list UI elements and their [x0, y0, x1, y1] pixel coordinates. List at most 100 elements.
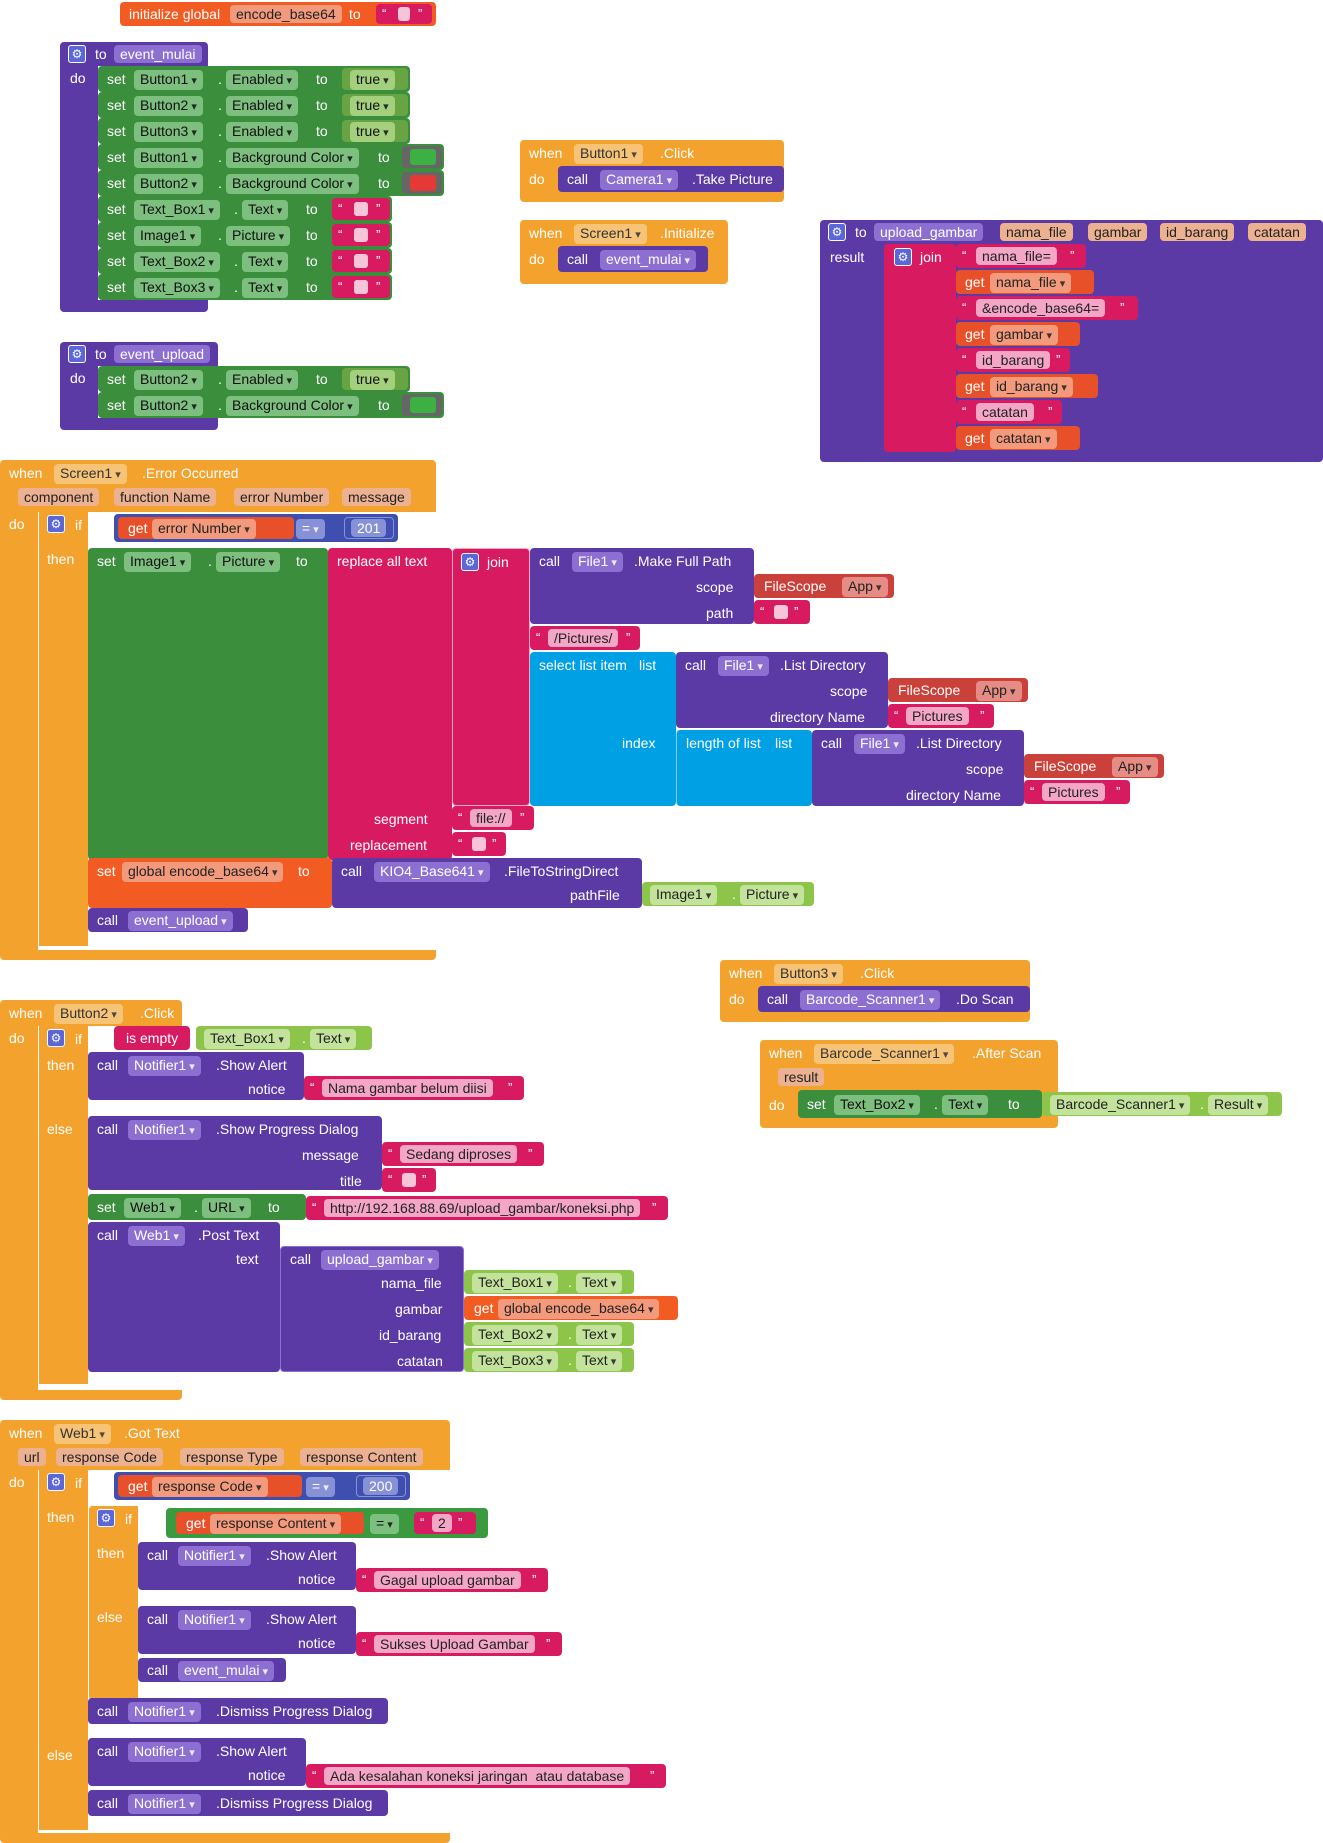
text-field[interactable]: Sukses Upload Gambar [374, 1635, 535, 1653]
component-dropdown[interactable]: Notifier1 [128, 1056, 201, 1076]
call-event-upload[interactable]: call event_upload [88, 908, 248, 932]
event-button2-click[interactable]: when Button2 .Click [0, 1000, 182, 1026]
property-dropdown[interactable]: Text [242, 278, 289, 298]
procedure-name[interactable]: event_upload [114, 345, 211, 363]
true-block[interactable]: true [342, 120, 408, 142]
empty-text-field[interactable] [398, 7, 410, 21]
param-message[interactable]: message [342, 488, 411, 506]
true-block[interactable]: true [342, 68, 408, 90]
filescope-block[interactable]: FileScope App [1024, 754, 1164, 778]
empty-text-block[interactable]: “ ” [332, 224, 390, 246]
property-dropdown[interactable]: Text [242, 200, 289, 220]
component-dropdown[interactable]: Image1 [650, 885, 718, 905]
component-dropdown[interactable]: Web1 [128, 1226, 185, 1246]
text-field[interactable]: Ada kesalahan koneksi jaringan atau data… [324, 1767, 631, 1785]
compare-block[interactable]: get error Number = 201 [114, 514, 398, 542]
true-dropdown[interactable]: true [350, 370, 395, 390]
filescope-dropdown[interactable]: App [976, 681, 1022, 701]
get-gambar[interactable]: get gambar [956, 322, 1080, 346]
call-web1-post-text[interactable]: call Web1 .Post Text text [88, 1222, 280, 1372]
if-block[interactable]: ⚙ if then [38, 512, 88, 946]
empty-text-field[interactable] [354, 254, 368, 268]
call-notifier-show-progress[interactable]: call Notifier1 .Show Progress Dialog mes… [88, 1116, 382, 1190]
component-dropdown[interactable]: Notifier1 [128, 1742, 201, 1762]
text-sedang-diproses[interactable]: “ Sedang diproses ” [382, 1142, 544, 1166]
property-dropdown[interactable]: Text [942, 1095, 989, 1115]
true-dropdown[interactable]: true [350, 96, 395, 116]
component-dropdown[interactable]: Button2 [134, 174, 203, 194]
operator-dropdown[interactable]: = [370, 1514, 399, 1534]
call-event-mulai[interactable]: call event_mulai [138, 1658, 286, 1682]
text-ada-kesalahan[interactable]: “ Ada kesalahan koneksi jaringan atau da… [306, 1764, 666, 1788]
call-notifier-show-alert[interactable]: call Notifier1 .Show Alert notice [138, 1606, 356, 1654]
empty-text-field[interactable] [354, 228, 368, 242]
call-notifier-show-alert[interactable]: call Notifier1 .Show Alert notice [88, 1738, 306, 1786]
variable-dropdown[interactable]: error Number [152, 519, 256, 539]
global-var-name[interactable]: encode_base64 [230, 5, 342, 23]
get-textbox1-text[interactable]: Text_Box1 . Text [464, 1270, 634, 1294]
get-textbox1-text[interactable]: Text_Box1 . Text [196, 1026, 372, 1050]
call-camera-take-picture[interactable]: call Camera1 .Take Picture [558, 166, 784, 192]
component-dropdown[interactable]: Notifier1 [178, 1546, 251, 1566]
call-notifier-dismiss-progress[interactable]: call Notifier1 .Dismiss Progress Dialog [88, 1790, 388, 1816]
variable-dropdown[interactable]: id_barang [990, 377, 1073, 397]
set-button2-enabled[interactable]: set Button2 . Enabled to true [98, 92, 410, 118]
param-response-type[interactable]: response Type [180, 1448, 284, 1466]
gear-icon[interactable]: ⚙ [68, 345, 86, 363]
empty-text-block[interactable]: “ ” [382, 1168, 436, 1192]
if-else-block[interactable]: ⚙ if then else [38, 1026, 88, 1384]
text-field[interactable]: &encode_base64= [976, 299, 1106, 317]
component-dropdown[interactable]: Image1 [134, 226, 202, 246]
set-button2-bgcolor[interactable]: set Button2 . Background Color to [98, 392, 444, 418]
get-id-barang[interactable]: get id_barang [956, 374, 1098, 398]
component-dropdown[interactable]: Text_Box1 [472, 1273, 558, 1293]
component-dropdown[interactable]: Barcode_Scanner1 [1050, 1095, 1191, 1115]
text-file-prefix[interactable]: “ file:// ” [452, 806, 534, 830]
set-button3-enabled[interactable]: set Button3 . Enabled to true [98, 118, 410, 144]
component-dropdown[interactable]: Text_Box2 [834, 1095, 920, 1115]
text-nama-file-eq[interactable]: “ nama_file= ” [956, 244, 1086, 268]
property-dropdown[interactable]: Enabled [226, 70, 298, 90]
property-dropdown[interactable]: Enabled [226, 122, 298, 142]
param-url[interactable]: url [18, 1448, 46, 1466]
gear-icon[interactable]: ⚙ [47, 515, 65, 533]
empty-text-field[interactable] [774, 605, 788, 619]
text-field[interactable]: 2 [432, 1514, 452, 1532]
variable-dropdown[interactable]: response Code [152, 1477, 268, 1497]
component-dropdown[interactable]: Button2 [134, 370, 203, 390]
call-file1-list-directory[interactable]: call File1 .List Directory scope directo… [676, 652, 888, 728]
text-field[interactable]: /Pictures/ [548, 629, 619, 647]
text-id-barang[interactable]: “ id_barang ” [956, 348, 1070, 372]
empty-text-block[interactable]: “ ” [332, 198, 390, 220]
procedure-dropdown[interactable]: event_upload [128, 911, 233, 931]
param-catatan[interactable]: catatan [1248, 223, 1306, 241]
text-field[interactable]: catatan [976, 403, 1034, 421]
text-catatan[interactable]: “ catatan ” [956, 400, 1062, 424]
property-dropdown[interactable]: Enabled [226, 96, 298, 116]
component-dropdown[interactable]: Screen1 [54, 464, 127, 484]
event-button1-click[interactable]: when Button1 .Click do call Camera1 .Tak… [520, 140, 784, 202]
filescope-dropdown[interactable]: App [1112, 757, 1158, 777]
gear-icon[interactable]: ⚙ [894, 248, 912, 266]
set-image1-picture[interactable]: set Image1 . Picture to “ ” [98, 222, 392, 248]
component-dropdown[interactable]: Button1 [134, 70, 203, 90]
set-image1-picture[interactable]: set Image1 . Picture to [88, 548, 328, 860]
procedure-name[interactable]: event_mulai [114, 45, 202, 63]
call-file1-make-full-path[interactable]: call File1 .Make Full Path scope path [530, 548, 754, 624]
join-block[interactable]: ⚙ join [452, 548, 530, 806]
get-textbox3-text[interactable]: Text_Box3 . Text [464, 1348, 634, 1372]
property-dropdown[interactable]: Enabled [226, 370, 298, 390]
get-error-number[interactable]: get error Number [118, 517, 294, 539]
get-response-content[interactable]: get response Content [176, 1512, 364, 1534]
gear-icon[interactable]: ⚙ [68, 45, 86, 63]
empty-text-block[interactable]: “ ” [754, 600, 810, 624]
green-color-swatch[interactable] [410, 149, 436, 165]
operator-dropdown[interactable]: = [296, 519, 325, 539]
empty-text-field[interactable] [472, 837, 486, 851]
component-dropdown[interactable]: Text_Box1 [134, 200, 220, 220]
filescope-block[interactable]: FileScope App [888, 678, 1028, 702]
text-field[interactable]: Pictures [906, 707, 969, 725]
variable-dropdown[interactable]: global encode_base64 [498, 1299, 660, 1319]
text-pictures-path[interactable]: “ /Pictures/ ” [530, 626, 640, 650]
param-function-name[interactable]: function Name [114, 488, 217, 506]
